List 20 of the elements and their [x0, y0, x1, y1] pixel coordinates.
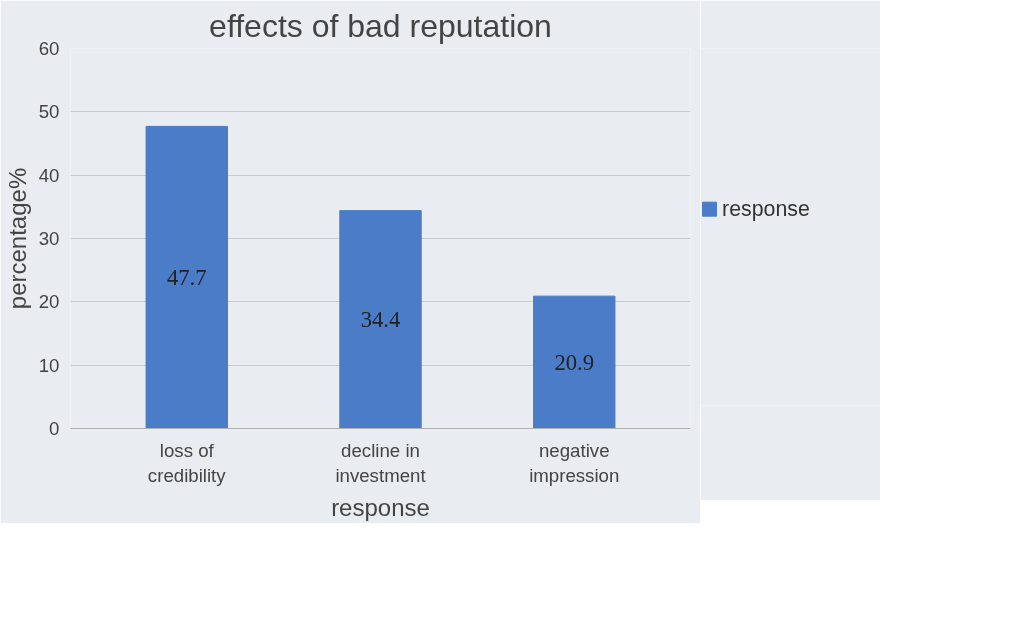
bar	[533, 295, 616, 429]
y-tick-label: 10	[38, 354, 60, 376]
x-tick-label: loss of credibility	[147, 439, 227, 486]
y-tick-label: 50	[38, 101, 60, 123]
x-tick-label: negative impression	[529, 439, 620, 486]
x-tick-label: decline in investment	[335, 439, 427, 486]
data-label: 34.4	[360, 307, 401, 333]
legend-label: response	[722, 197, 810, 222]
bar	[145, 125, 228, 429]
x-axis-title: response	[331, 493, 430, 521]
data-label: 47.7	[166, 264, 207, 290]
chart-title: effects of bad reputation	[209, 7, 552, 44]
y-tick-label: 40	[38, 164, 60, 186]
y-axis-title: percentage%	[3, 167, 31, 310]
y-tick-label: 20	[38, 291, 60, 313]
data-label: 20.9	[554, 349, 595, 375]
y-tick-label: 0	[49, 418, 60, 439]
y-tick-label: 30	[38, 228, 60, 249]
bar	[339, 210, 422, 429]
y-tick-label: 60	[38, 38, 60, 59]
